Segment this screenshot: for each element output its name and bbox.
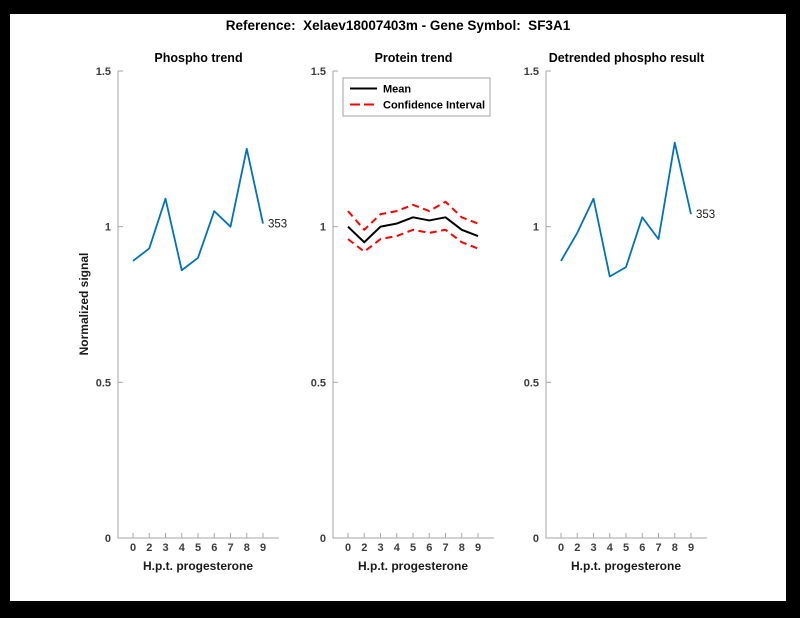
plot-title-detrended-result: Detrended phospho result: [548, 51, 705, 65]
x-tick-label: 4: [394, 542, 401, 554]
y-tick-label: 1: [533, 222, 539, 234]
y-tick-label: 0: [320, 533, 326, 545]
x-tick-label: 8: [459, 542, 465, 554]
series-line-detrended-phospho-0: [560, 141, 692, 278]
legend: Mean Confidence Interval: [342, 77, 491, 117]
plot-title-protein-trend: Protein trend: [374, 51, 453, 65]
x-tick-label: 8: [244, 542, 250, 554]
x-tick-label: 3: [377, 542, 383, 554]
end-annotation: 353: [696, 209, 715, 221]
y-tick-label: 0: [105, 533, 111, 545]
x-tick-label: 2: [146, 542, 152, 554]
x-tick-label: 9: [475, 542, 481, 554]
x-tick-label: 0: [558, 542, 564, 554]
y-tick-label: 0.5: [311, 377, 326, 389]
x-tick-label: 0: [345, 542, 351, 554]
x-tick-label: 9: [688, 542, 694, 554]
x-tick-label: 4: [179, 542, 186, 554]
x-tick-label: 3: [162, 542, 168, 554]
x-tick-label: 6: [426, 542, 432, 554]
x-tick-label: 5: [623, 542, 629, 554]
x-tick-label: 8: [672, 542, 678, 554]
series-line-mean-0: [347, 216, 479, 244]
y-tick-label: 1.5: [524, 66, 539, 78]
y-tick-label: 1: [320, 222, 326, 234]
y-tick-label: 1.5: [311, 66, 326, 78]
series-line-confidence-interval-1: [347, 200, 479, 231]
x-tick-label: 4: [607, 542, 614, 554]
legend-label: Mean: [383, 84, 411, 96]
y-tick-label: 1: [105, 222, 111, 234]
x-tick-label: 2: [574, 542, 580, 554]
x-tick-label: 0: [130, 542, 136, 554]
end-annotation: 353: [268, 219, 287, 231]
plot-title-phospho-trend: Phospho trend: [154, 51, 243, 65]
xlabel-protein: H.p.t. progesterone: [357, 559, 468, 573]
x-tick-label: 5: [410, 542, 416, 554]
x-tick-label: 2: [361, 542, 367, 554]
ylabel-normalized-signal: Normalized signal: [77, 252, 91, 356]
x-tick-label: 5: [195, 542, 201, 554]
y-tick-label: 0: [533, 533, 539, 545]
axis-spines: [545, 71, 707, 539]
x-tick-label: 7: [442, 542, 448, 554]
y-tick-label: 0.5: [524, 377, 539, 389]
legend-box: [342, 77, 491, 117]
y-tick-label: 1.5: [96, 66, 111, 78]
legend-label: Confidence Interval: [383, 100, 485, 112]
x-tick-label: 9: [260, 542, 266, 554]
y-tick-label: 0.5: [96, 377, 111, 389]
series-line-confidence-interval-2: [347, 228, 479, 253]
figure-canvas: Reference: Xelaev18007403m - Gene Symbol…: [10, 14, 786, 601]
x-tick-label: 6: [211, 542, 217, 554]
xlabel-phospho: H.p.t. progesterone: [142, 559, 253, 573]
axis-spines: [332, 71, 494, 539]
series-line-phospho-0: [132, 147, 264, 272]
axis-spines: [117, 71, 279, 539]
figure-title: Reference: Xelaev18007403m - Gene Symbol…: [225, 18, 571, 33]
x-tick-label: 7: [655, 542, 661, 554]
xlabel-detrended: H.p.t. progesterone: [570, 559, 681, 573]
x-tick-label: 3: [590, 542, 596, 554]
x-tick-label: 7: [227, 542, 233, 554]
x-tick-label: 6: [639, 542, 645, 554]
